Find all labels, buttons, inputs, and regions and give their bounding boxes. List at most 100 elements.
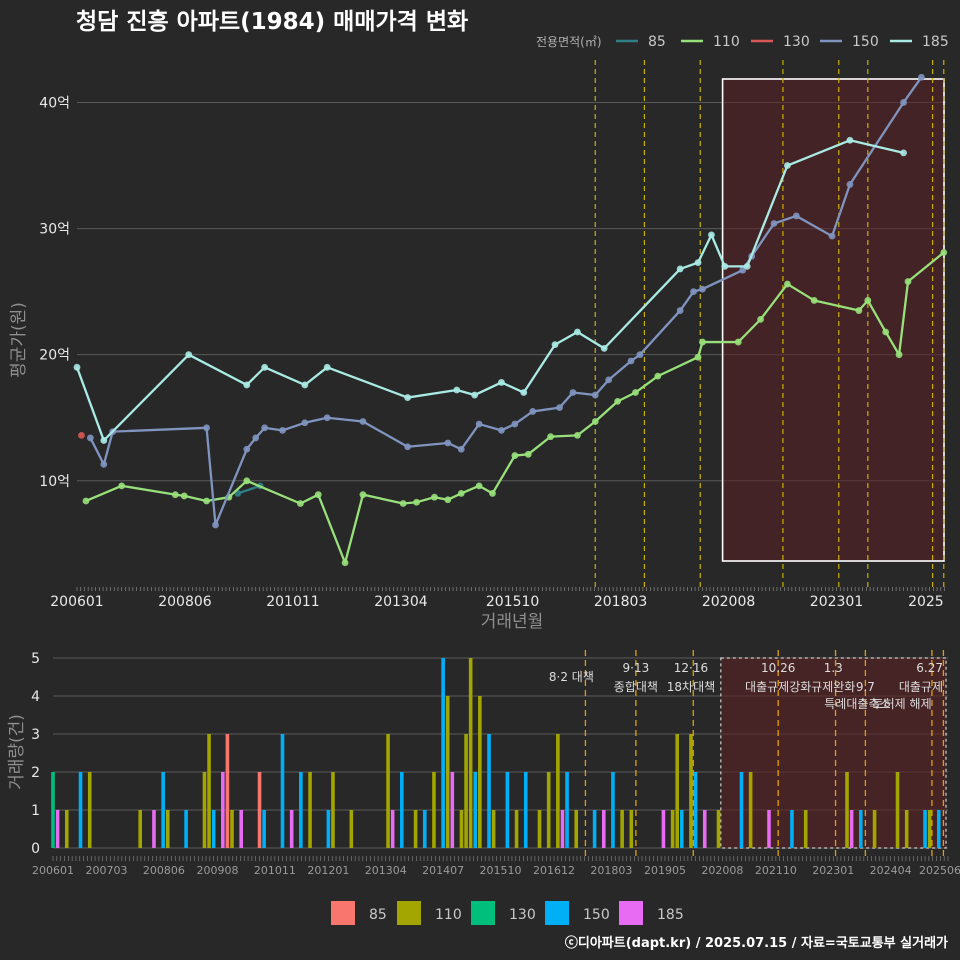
volume-bar-110 [349,810,354,848]
volume-bar-110 [308,772,312,848]
bar-x-tick-label: 201612 [533,864,575,877]
bar-x-tick-label: 201803 [590,864,632,877]
series-point-150 [444,439,452,447]
series-point-110 [591,418,599,425]
series-point-150 [591,391,599,399]
series-point-185 [551,341,559,348]
series-point-130 [78,431,85,439]
series-point-110 [314,491,322,499]
series-point-110 [882,328,890,336]
legend-bottom-swatch-110 [397,901,421,925]
bar-x-tick-label: 201905 [644,864,686,877]
series-point-110 [511,452,519,459]
volume-bar-150 [679,810,684,848]
volume-bar-110 [413,810,418,848]
price-series [73,73,948,567]
series-point-150 [699,285,706,293]
y-tick-label: 30억 [39,222,70,238]
series-point-150 [739,266,747,274]
volume-bar-185 [601,810,606,848]
volume-bar-110 [670,810,675,848]
volume-bar-110 [675,734,680,848]
volume-bar-150 [523,772,528,848]
credit-text: ⓒ디아파트(dapt.kr) / 2025.07.15 / 자료=국토교통부 실… [565,935,948,951]
bar-policy-lines [584,650,945,858]
volume-bar-185 [55,810,60,848]
policy-annotation: 특례대출축소 [824,697,890,711]
series-point-110 [810,297,818,304]
volume-bar-185 [450,772,455,848]
series-point-185 [708,231,715,239]
bar-x-tick-label: 200908 [196,864,238,877]
volume-bar-110 [445,696,450,848]
policy-annotation: 대출규제 [899,680,943,694]
series-point-150 [770,220,778,227]
series-point-110 [203,497,210,505]
volume-bar-110 [537,810,542,848]
series-point-110 [734,338,742,346]
series-point-150 [252,434,260,442]
series-point-110 [359,491,367,499]
legend-bottom-label-110: 110 [435,907,462,923]
bar-x-tick-label: 200806 [143,864,185,877]
series-point-150 [243,445,251,453]
series-point-150 [323,414,331,422]
policy-annotation: 규제완화 [811,680,855,694]
series-point-110 [489,490,496,497]
series-point-110 [413,498,420,506]
series-point-150 [100,461,108,468]
series-point-150 [404,443,412,451]
series-line-110 [85,251,945,564]
volume-bar-150 [211,810,216,848]
chart-title: 청담 진흥 아파트(1984) 매매가격 변화 [76,9,468,35]
legend-bottom-label-150: 150 [583,907,610,923]
series-line-85 [237,484,261,495]
series-point-150 [511,420,519,428]
volume-bar-85 [257,772,262,848]
volume-bar-185 [152,810,156,848]
volume-bar-150 [937,810,941,848]
bar-x-tick-label: 202404 [870,864,912,877]
volume-bar-150 [473,772,478,848]
volume-bar-150 [790,810,794,848]
series-point-110 [547,433,554,441]
volume-bar-150 [441,658,445,848]
series-point-110 [614,397,622,405]
policy-annotation: 9.7 [856,680,875,694]
policy-annotation: 8·2 대책 [549,669,594,684]
legend-label-85: 85 [648,34,666,50]
series-point-185 [498,379,505,386]
volume-bar-150 [487,734,491,848]
policy-annotation: 18차대책 [667,679,715,694]
x-axis-label: 거래년월 [481,612,544,632]
series-point-185 [520,389,528,396]
series-point-150 [636,351,644,359]
series-point-150 [676,307,684,314]
bar-y-tick-label: 2 [31,765,40,781]
x-tick-label: 202008 [702,594,755,610]
legend-bottom-swatch-130 [471,901,495,925]
volume-bar-150 [422,810,427,848]
series-point-150 [87,434,94,442]
bar-x-axis: 200601 200703 200806 200908 201011 201201 2013… [32,856,960,877]
bar-x-tick-label: 200601 [32,864,74,877]
policy-annotation: 종합대책 [614,679,658,694]
y-tick-label: 10억 [39,474,70,490]
series-point-150 [261,424,269,432]
volume-bar-185 [390,810,395,848]
series-point-185 [323,363,331,371]
series-point-150 [498,426,505,434]
y-tick-label: 40억 [39,95,70,111]
series-point-185 [185,351,193,359]
series-point-110 [475,482,483,490]
volume-bar-185 [239,810,243,848]
volume-bar-110 [138,810,143,848]
policy-annotation: 12·16 [674,661,708,675]
series-point-185 [100,437,108,444]
policy-lines [594,60,945,588]
x-tick-label: 201803 [594,594,647,610]
series-point-110 [82,497,90,505]
volume-bar-150 [611,772,615,848]
series-point-150 [792,212,800,220]
x-tick-label: 200806 [158,594,212,610]
